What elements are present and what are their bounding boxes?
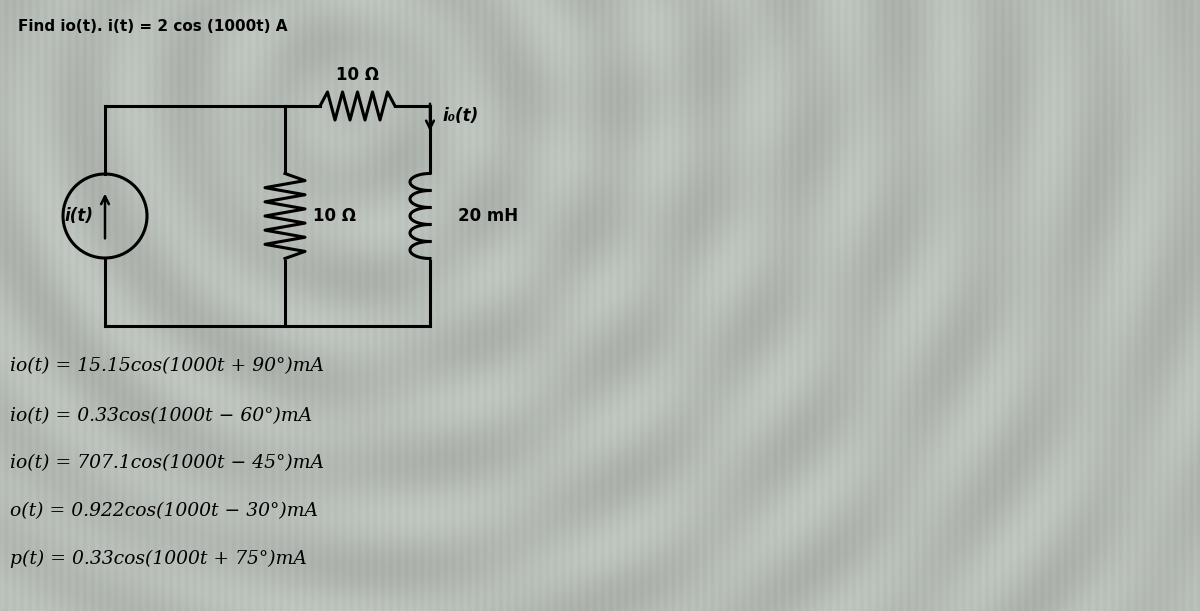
Text: i₀(t): i₀(t) (442, 107, 479, 125)
Text: 10 Ω: 10 Ω (336, 66, 379, 84)
Text: io(t) = 0.33cos(1000t − 60°)mA: io(t) = 0.33cos(1000t − 60°)mA (10, 407, 312, 425)
Text: io(t) = 15.15cos(1000t + 90°)mA: io(t) = 15.15cos(1000t + 90°)mA (10, 357, 324, 375)
Text: p(t) = 0.33cos(1000t + 75°)mA: p(t) = 0.33cos(1000t + 75°)mA (10, 550, 307, 568)
Text: Find io(t). i(t) = 2 cos (1000t) A: Find io(t). i(t) = 2 cos (1000t) A (18, 19, 288, 34)
Text: 20 mH: 20 mH (458, 207, 518, 225)
Text: io(t) = 707.1cos(1000t − 45°)mA: io(t) = 707.1cos(1000t − 45°)mA (10, 454, 324, 472)
Text: o(t) = 0.922cos(1000t − 30°)mA: o(t) = 0.922cos(1000t − 30°)mA (10, 502, 318, 520)
Text: 10 Ω: 10 Ω (313, 207, 356, 225)
Text: i(t): i(t) (64, 207, 94, 225)
